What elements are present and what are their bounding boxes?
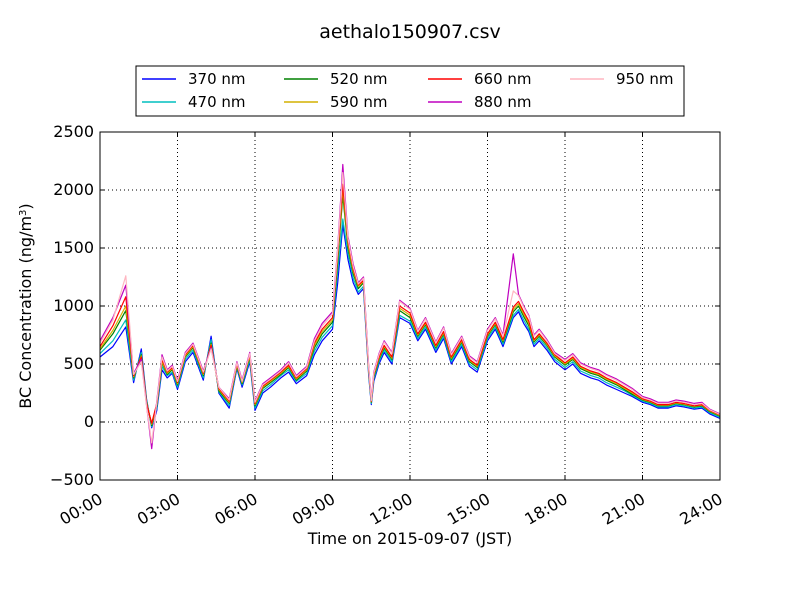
- legend-box: [135, 65, 685, 117]
- legend-label: 470 nm: [188, 93, 246, 111]
- y-tick-label: 0: [84, 412, 94, 431]
- y-tick-label: 2000: [53, 180, 94, 199]
- series-lines: [99, 163, 721, 450]
- series-line-950-nm: [99, 172, 721, 444]
- legend-label: 950 nm: [616, 70, 674, 88]
- y-tick-label: 1000: [53, 296, 94, 315]
- y-tick-label: 1500: [53, 238, 94, 257]
- y-axis-label: BC Concentration (ng/m3): [16, 203, 35, 408]
- series-line-470-nm: [99, 218, 721, 428]
- y-axis-label-superscript: 3: [18, 210, 29, 216]
- legend-label: 520 nm: [330, 70, 388, 88]
- chart-title: aethalo150907.csv: [319, 21, 501, 43]
- legend-label: 660 nm: [474, 70, 532, 88]
- legend-label: 880 nm: [474, 93, 532, 111]
- legend-label: 370 nm: [188, 70, 246, 88]
- y-tick-label: 2500: [53, 122, 94, 141]
- grid-lines: [100, 132, 720, 480]
- y-tick-label: 500: [63, 354, 94, 373]
- x-axis-label: Time on 2015-09-07 (JST): [307, 529, 512, 548]
- series-line-370-nm: [99, 224, 721, 429]
- y-tick-label: −500: [50, 470, 94, 489]
- y-axis-label-main: BC Concentration (ng/m: [16, 216, 35, 409]
- legend-label: 590 nm: [330, 93, 388, 111]
- y-axis-label-tail: ): [16, 203, 35, 209]
- legend: 370 nm 470 nm 520 nm 590 nm 660 nm 880 nm 950 …: [135, 65, 685, 117]
